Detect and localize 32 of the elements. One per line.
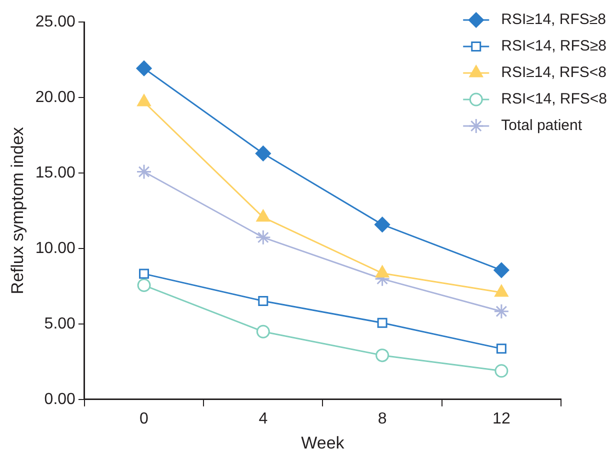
legend-label: RSI<14, RFS≥8 [501,38,606,55]
point [136,60,152,76]
x-tick-label: 8 [378,410,387,428]
x-tick-label: 0 [140,410,149,428]
point [494,364,508,378]
point [376,348,390,362]
y-tick-label: 20.00 [35,88,76,106]
point [494,262,510,278]
legend-label: RSI<14, RFS<8 [501,90,608,108]
y-tick-label: 5.00 [44,315,76,332]
point [136,164,152,180]
point [374,216,390,232]
y-tick-label: 0.00 [44,390,76,408]
x-tick-label: 12 [492,410,510,428]
legend-label: RSI≥14, RFS≥8 [501,11,606,28]
y-tick-label: 10.00 [35,240,76,257]
legend-label: Total patient [501,117,583,134]
x-axis-title: Week [301,433,345,452]
point [255,146,271,162]
x-tick-label: 4 [258,410,268,428]
y-axis-title: Reflux symptom index [8,126,27,294]
point [255,230,271,246]
point [377,318,388,328]
point [256,324,270,338]
point [137,278,151,292]
y-tick-label: 15.00 [35,164,76,182]
point [496,344,506,354]
point [258,296,268,306]
point [139,268,149,279]
y-tick-label: 25.00 [35,13,76,30]
point [494,304,510,320]
legend-label: RSI≥14, RFS<8 [501,64,606,82]
